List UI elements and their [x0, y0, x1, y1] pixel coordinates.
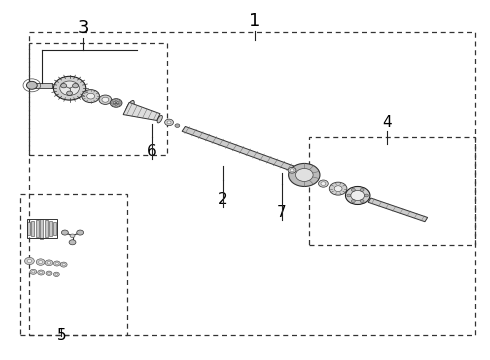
Circle shape [32, 271, 35, 273]
Circle shape [117, 104, 120, 107]
Bar [31, 221, 34, 236]
Circle shape [38, 270, 45, 275]
Circle shape [70, 234, 75, 238]
Circle shape [102, 97, 109, 102]
Circle shape [53, 76, 86, 100]
Ellipse shape [125, 100, 134, 114]
Circle shape [60, 262, 67, 267]
Circle shape [360, 188, 364, 191]
Circle shape [61, 84, 67, 88]
Bar [20, 194, 127, 335]
Circle shape [329, 182, 347, 195]
Circle shape [53, 261, 60, 266]
Text: 1: 1 [249, 12, 261, 30]
Circle shape [55, 273, 58, 275]
Circle shape [87, 93, 95, 99]
FancyBboxPatch shape [182, 126, 294, 171]
Circle shape [119, 102, 122, 104]
Bar [45, 220, 48, 238]
Circle shape [175, 124, 180, 127]
Bar [29, 32, 475, 335]
Circle shape [289, 163, 320, 186]
Circle shape [99, 95, 112, 104]
Circle shape [360, 200, 364, 203]
Circle shape [290, 169, 294, 172]
Circle shape [60, 81, 79, 95]
Circle shape [39, 261, 43, 264]
Circle shape [55, 262, 58, 265]
Circle shape [167, 121, 171, 124]
Circle shape [48, 272, 50, 274]
Circle shape [165, 119, 173, 126]
Circle shape [334, 186, 342, 192]
Circle shape [62, 264, 65, 266]
Circle shape [318, 180, 328, 187]
Bar [49, 221, 52, 236]
Bar [32, 83, 52, 88]
Text: 7: 7 [277, 204, 287, 220]
Circle shape [288, 167, 296, 173]
Circle shape [36, 259, 45, 265]
Circle shape [351, 190, 365, 201]
Circle shape [46, 271, 52, 275]
Circle shape [351, 200, 355, 203]
Bar [53, 222, 56, 235]
Bar [27, 219, 57, 238]
Text: 2: 2 [218, 192, 228, 207]
Circle shape [45, 260, 53, 266]
Text: 5: 5 [56, 328, 66, 343]
Polygon shape [123, 102, 160, 121]
Circle shape [365, 194, 368, 197]
Circle shape [26, 81, 37, 89]
Text: 3: 3 [77, 19, 89, 37]
Bar [36, 220, 39, 238]
Circle shape [73, 84, 78, 88]
Ellipse shape [157, 116, 162, 123]
Circle shape [351, 188, 355, 191]
Circle shape [113, 99, 116, 102]
Text: 6: 6 [147, 144, 157, 159]
Bar [40, 219, 43, 239]
Circle shape [30, 269, 37, 274]
Circle shape [61, 230, 68, 235]
Circle shape [113, 104, 116, 107]
Circle shape [67, 91, 73, 95]
Circle shape [40, 271, 43, 274]
Circle shape [77, 230, 84, 235]
Bar [309, 137, 475, 245]
Circle shape [82, 90, 99, 103]
Circle shape [24, 257, 34, 265]
Bar [368, 198, 428, 222]
Circle shape [47, 261, 51, 264]
Circle shape [27, 259, 31, 263]
Circle shape [69, 240, 76, 245]
Circle shape [111, 102, 114, 104]
Circle shape [295, 168, 313, 181]
Circle shape [110, 99, 122, 107]
Circle shape [117, 99, 120, 102]
Circle shape [347, 194, 351, 197]
Circle shape [345, 186, 370, 204]
Bar [27, 222, 30, 235]
Text: 4: 4 [382, 115, 392, 130]
Circle shape [321, 182, 326, 185]
Circle shape [53, 272, 59, 276]
Bar [29, 43, 167, 155]
